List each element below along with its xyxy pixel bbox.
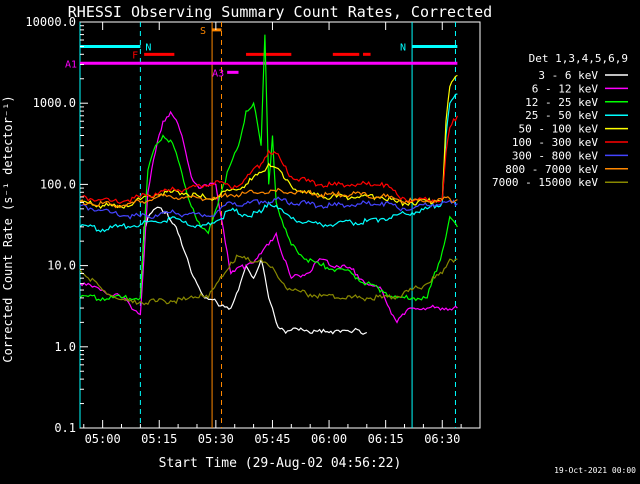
y-tick-label: 100.0 — [40, 177, 76, 191]
flag-label: A1 — [65, 59, 77, 70]
legend-label: 300 - 800 keV — [512, 149, 598, 162]
legend-label: 800 - 7000 keV — [505, 163, 598, 176]
legend-label: 7000 - 15000 keV — [492, 176, 598, 189]
series-line — [79, 93, 458, 233]
flag-label: N — [145, 42, 151, 53]
legend-label: 100 - 300 keV — [512, 136, 598, 149]
legend-label: 12 - 25 keV — [525, 96, 598, 109]
y-tick-label: 10.0 — [47, 259, 76, 273]
legend-label: 3 - 6 keV — [538, 69, 598, 82]
series-line — [79, 187, 458, 209]
y-tick-label: 1000.0 — [33, 96, 76, 110]
flag-label: A3 — [212, 68, 224, 79]
legend-label: 25 - 50 keV — [525, 109, 598, 122]
y-tick-label: 10000.0 — [25, 15, 76, 29]
vertical-markers — [79, 22, 456, 428]
x-tick-label: 05:30 — [198, 432, 234, 446]
legend-label: 50 - 100 keV — [519, 123, 599, 136]
legend-title: Det 1,3,4,5,6,9 — [529, 52, 628, 65]
footer-timestamp: 19-Oct-2021 00:00 — [554, 466, 636, 475]
x-tick-label: 06:30 — [424, 432, 460, 446]
series-line — [79, 196, 458, 220]
series-line — [79, 110, 458, 324]
x-tick-label: 06:15 — [368, 432, 404, 446]
x-tick-label: 05:00 — [85, 432, 121, 446]
x-axis-label: Start Time (29-Aug-02 04:56:22) — [159, 456, 402, 471]
series-line — [79, 34, 458, 302]
chart-title: RHESSI Observing Summary Count Rates, Co… — [68, 3, 492, 21]
flag-label: F — [132, 50, 138, 61]
y-tick-label: 1.0 — [54, 340, 76, 354]
x-tick-label: 06:00 — [311, 432, 347, 446]
legend-label: 6 - 12 keV — [532, 82, 599, 95]
flag-label: S — [200, 26, 206, 37]
x-tick-label: 05:45 — [254, 432, 290, 446]
y-axis-label: Corrected Count Rate (s⁻¹ detector⁻¹) — [1, 95, 15, 362]
x-tick-label: 05:15 — [141, 432, 177, 446]
series-line — [139, 206, 368, 335]
flag-label: N — [400, 42, 406, 53]
series-line — [79, 74, 458, 209]
series-line — [79, 115, 458, 204]
axes: 0.1 1.0 10.0 100.0 1000.0 10000.0 05:00 05:15 05… — [25, 15, 462, 446]
series-lines — [79, 34, 458, 335]
y-tick-label: 0.1 — [54, 421, 76, 435]
series-line — [79, 254, 458, 306]
